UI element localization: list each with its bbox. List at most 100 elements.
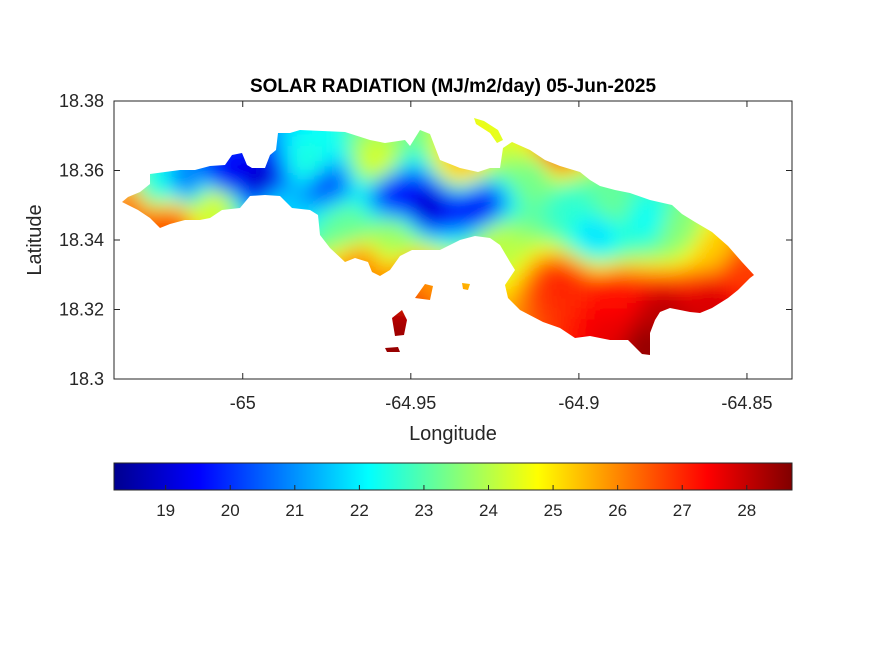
field-cell [483,164,493,174]
field-cell [366,155,376,165]
field-cell [123,101,133,111]
field-cell [726,218,736,228]
field-cell [122,227,124,237]
field-cell [789,146,799,156]
field-cell [519,299,529,309]
field-cell [789,209,799,219]
field-cell [555,128,565,138]
field-cell [267,118,277,120]
field-cell [366,263,376,273]
field-cell [366,191,376,201]
field-cell [519,191,529,201]
field-cell [285,173,295,183]
field-cell [546,101,556,111]
field-cell [528,119,538,129]
field-cell [573,119,583,129]
field-cell [663,146,673,156]
field-cell [213,218,223,228]
field-cell [573,209,583,219]
field-cell [591,182,601,192]
field-cell [159,272,169,282]
y-tick-label: 18.36 [59,161,104,181]
field-cell [456,173,466,183]
field-cell [240,362,250,372]
field-cell [375,200,385,210]
field-cell [240,263,250,273]
field-cell [717,173,727,183]
field-cell [456,326,466,336]
field-cell [483,353,493,355]
field-cell [420,263,430,273]
field-cell [447,119,457,129]
field-cell [186,191,196,201]
field-cell [699,155,709,165]
field-cell [537,299,547,309]
field-cell [375,182,385,192]
field-cell [393,118,403,120]
field-cell [645,299,655,309]
field-cell [564,335,574,345]
field-cell [654,146,664,156]
field-cell [258,326,268,336]
field-cell [699,362,709,372]
field-cell [708,353,718,355]
field-cell [600,101,610,111]
field-cell [708,245,718,255]
field-cell [150,344,160,354]
field-cell [519,326,529,336]
field-cell [294,272,304,282]
field-cell [294,146,304,156]
field-cell [303,182,313,192]
field-cell [609,344,619,354]
field-cell [276,308,286,318]
field-cell [420,227,430,237]
field-cell [393,326,403,336]
field-cell [654,118,664,120]
field-cell [465,128,475,138]
y-tick-label: 18.3 [69,369,104,389]
field-cell [122,344,124,354]
field-cell [222,146,232,156]
field-cell [474,245,484,255]
field-cell [573,326,583,336]
colorbar-tick-label: 19 [156,501,175,520]
field-cell [672,308,682,318]
field-cell [726,137,736,147]
field-cell [537,118,547,120]
field-cell [122,137,124,147]
field-cell [582,317,592,327]
field-cell [645,326,655,336]
field-cell [213,245,223,255]
field-cell [627,137,637,147]
field-cell [276,281,286,291]
field-cell [465,146,475,156]
field-cell [510,335,520,345]
field-cell [708,308,718,318]
field-cell [456,118,466,120]
field-cell [618,353,628,355]
field-cell [609,335,619,345]
field-cell [555,227,565,237]
field-cell [789,362,799,372]
field-cell [141,299,151,309]
field-cell [132,344,142,354]
field-cell [375,326,385,336]
field-cell [258,200,268,210]
field-cell [123,218,133,228]
field-cell [321,101,331,111]
field-cell [744,200,754,210]
field-cell [267,254,277,264]
field-cell [186,164,196,174]
field-cell [204,263,214,273]
field-cell [537,245,547,255]
field-cell [762,173,772,183]
field-cell [690,118,700,120]
field-cell [474,128,484,138]
field-cell [681,281,691,291]
field-cell [618,236,628,246]
field-cell [483,344,493,354]
field-cell [474,118,484,120]
field-cell [141,236,151,246]
field-cell [177,236,187,246]
field-cell [663,118,673,120]
